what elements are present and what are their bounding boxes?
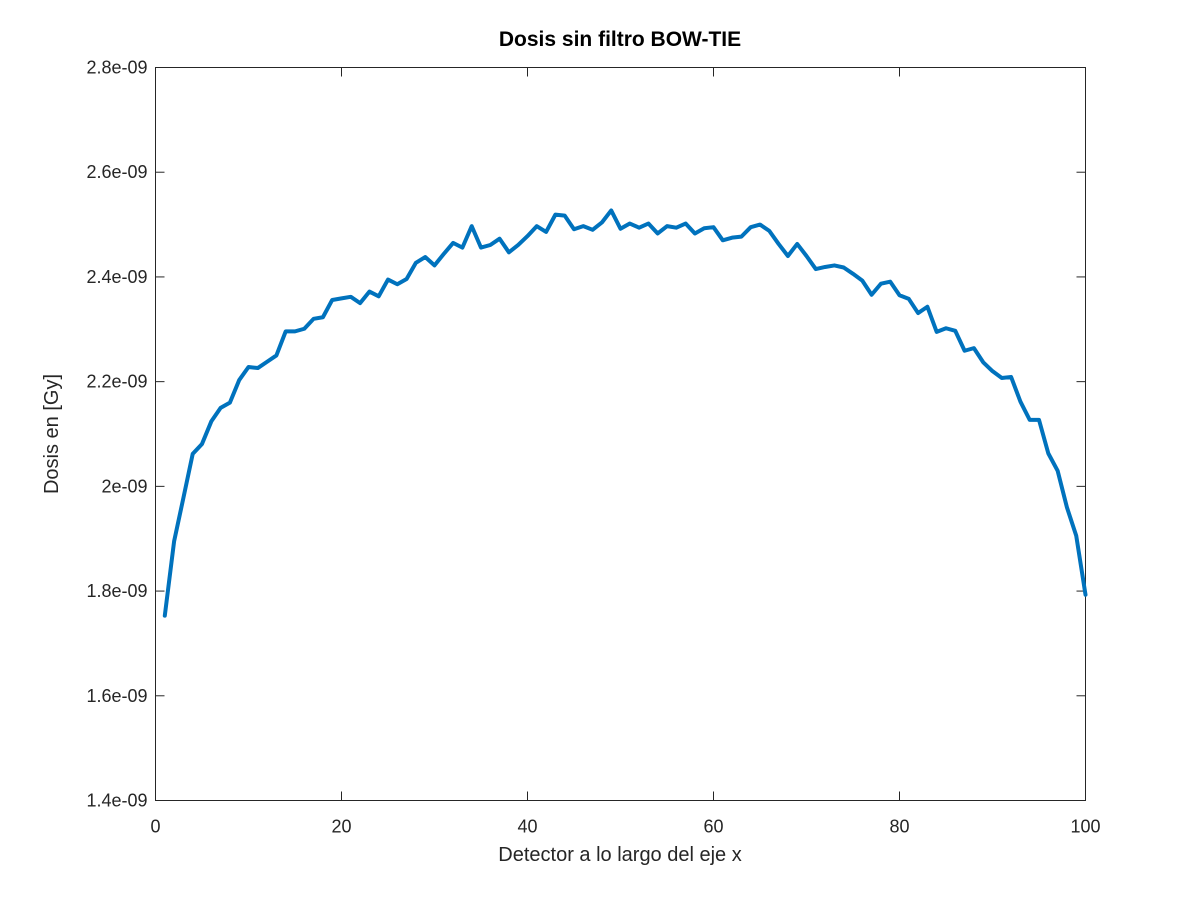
y-tick-label: 1.6e-09 bbox=[86, 686, 147, 706]
x-tick-label: 80 bbox=[889, 817, 909, 837]
y-tick-label: 2.2e-09 bbox=[86, 372, 147, 392]
x-tick-label: 100 bbox=[1070, 817, 1100, 837]
y-tick-label: 2.8e-09 bbox=[86, 58, 147, 78]
plot-frame bbox=[155, 67, 1086, 801]
y-tick-label: 2.4e-09 bbox=[86, 267, 147, 287]
x-tick-label: 60 bbox=[703, 817, 723, 837]
tick-labels: 0 20 40 60 80 100 1.4e-09 1.6e-09 1.8e-09 2e-09 2.… bbox=[86, 58, 1100, 837]
y-tick-label: 1.4e-09 bbox=[86, 791, 147, 811]
y-tick-label: 2.6e-09 bbox=[86, 162, 147, 182]
series-layer bbox=[162, 208, 1088, 618]
x-tick-label: 0 bbox=[150, 817, 160, 837]
y-axis-label: Dosis en [Gy] bbox=[41, 374, 63, 494]
x-tick-label: 40 bbox=[517, 817, 537, 837]
series-line-0 bbox=[162, 208, 1088, 618]
chart-title: Dosis sin filtro BOW-TIE bbox=[499, 28, 741, 51]
x-axis-label: Detector a lo largo del eje x bbox=[498, 844, 741, 866]
axis-ticks bbox=[155, 67, 1086, 801]
y-tick-label: 1.8e-09 bbox=[86, 581, 147, 601]
x-tick-label: 20 bbox=[331, 817, 351, 837]
y-tick-label: 2e-09 bbox=[101, 476, 147, 496]
